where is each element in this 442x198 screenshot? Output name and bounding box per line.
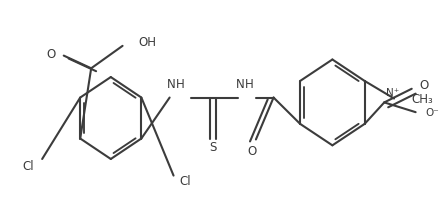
Text: H: H xyxy=(176,78,185,91)
Text: O: O xyxy=(47,48,56,61)
Text: N: N xyxy=(236,78,244,91)
Text: N: N xyxy=(167,78,176,91)
Text: CH₃: CH₃ xyxy=(412,93,434,106)
Text: O: O xyxy=(419,79,429,92)
Text: N⁺: N⁺ xyxy=(386,88,400,98)
Text: OH: OH xyxy=(138,36,156,50)
Text: O⁻: O⁻ xyxy=(426,108,439,118)
Text: O: O xyxy=(248,145,257,158)
Text: H: H xyxy=(245,78,253,91)
Text: Cl: Cl xyxy=(23,160,34,173)
Text: Cl: Cl xyxy=(179,175,191,188)
Text: S: S xyxy=(209,141,217,154)
